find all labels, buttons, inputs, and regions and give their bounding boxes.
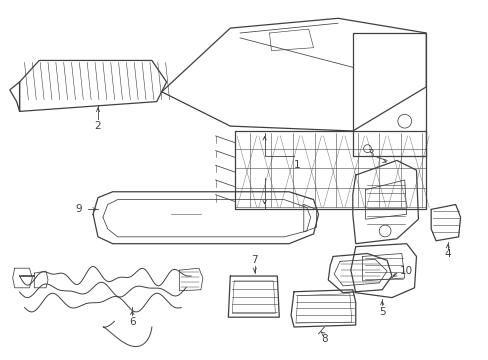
Text: 9: 9 [75,204,81,215]
Text: 7: 7 [251,255,258,265]
Text: 5: 5 [378,307,385,317]
Text: 3: 3 [366,149,373,158]
Text: 10: 10 [399,266,412,276]
Text: 8: 8 [321,334,327,344]
Text: 6: 6 [129,317,135,327]
Text: 2: 2 [95,121,101,131]
Text: 4: 4 [444,249,450,260]
Text: 1: 1 [293,160,300,170]
